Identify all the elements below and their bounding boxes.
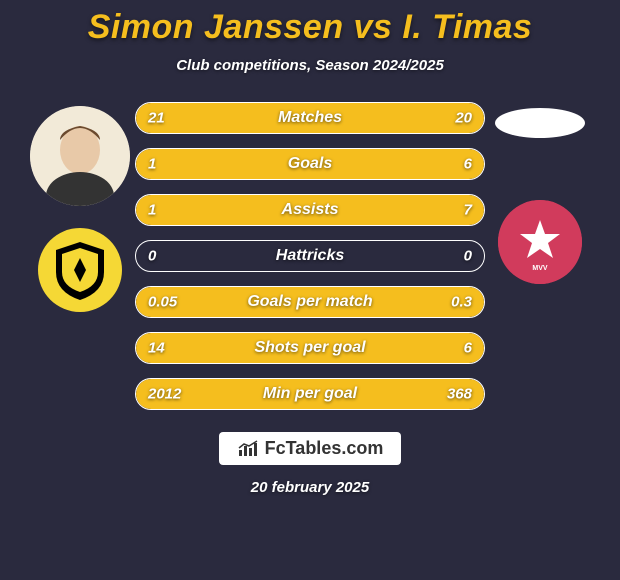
team-logo-right: MVV — [498, 200, 582, 284]
stat-value-left: 21 — [148, 110, 165, 127]
stat-label: Goals — [288, 155, 332, 173]
comparison-subtitle: Club competitions, Season 2024/2025 — [176, 57, 444, 74]
shield-icon — [38, 228, 122, 312]
stat-value-left: 2012 — [148, 386, 181, 403]
svg-text:MVV: MVV — [532, 265, 548, 272]
stat-value-right: 6 — [464, 340, 472, 357]
comparison-title: Simon Janssen vs I. Timas — [88, 8, 533, 47]
star-badge-icon: MVV — [498, 200, 582, 284]
stat-value-left: 0.05 — [148, 294, 177, 311]
right-column: MVV — [485, 102, 595, 284]
chart-icon — [237, 440, 259, 458]
stat-value-right: 20 — [455, 110, 472, 127]
stat-value-left: 14 — [148, 340, 165, 357]
stat-value-left: 0 — [148, 248, 156, 265]
comparison-date: 20 february 2025 — [251, 479, 369, 496]
stat-label: Matches — [278, 109, 342, 127]
team-logo-left — [38, 228, 122, 312]
stat-value-left: 1 — [148, 156, 156, 173]
stat-label: Shots per goal — [254, 339, 365, 357]
stat-value-right: 6 — [464, 156, 472, 173]
stat-bar: 1 7 Assists — [135, 194, 485, 226]
player-photo-left — [30, 106, 130, 206]
player-avatar-icon — [30, 106, 130, 206]
stat-label: Assists — [282, 201, 339, 219]
stat-value-left: 1 — [148, 202, 156, 219]
stat-value-right: 0.3 — [451, 294, 472, 311]
stat-fill-left — [136, 195, 180, 225]
stats-column: 21 20 Matches 1 6 Goals 1 7 Assists 0 0 Hattricks 0.… — [135, 102, 485, 410]
credit-text: FcTables.com — [265, 438, 384, 459]
credit-pill: FcTables.com — [219, 432, 402, 465]
stat-value-right: 0 — [464, 248, 472, 265]
stat-bar: 21 20 Matches — [135, 102, 485, 134]
player-photo-right-placeholder — [495, 108, 585, 138]
stat-value-right: 7 — [464, 202, 472, 219]
stat-label: Min per goal — [263, 385, 357, 403]
stat-bar: 0 0 Hattricks — [135, 240, 485, 272]
stat-label: Goals per match — [247, 293, 372, 311]
stat-bar: 2012 368 Min per goal — [135, 378, 485, 410]
stat-fill-left — [136, 149, 186, 179]
stat-fill-right — [186, 149, 484, 179]
stat-label: Hattricks — [276, 247, 344, 265]
content-row: 21 20 Matches 1 6 Goals 1 7 Assists 0 0 Hattricks 0.… — [0, 102, 620, 410]
stat-bar: 14 6 Shots per goal — [135, 332, 485, 364]
stat-bar: 1 6 Goals — [135, 148, 485, 180]
stat-bar: 0.05 0.3 Goals per match — [135, 286, 485, 318]
stat-value-right: 368 — [447, 386, 472, 403]
left-column — [25, 102, 135, 312]
